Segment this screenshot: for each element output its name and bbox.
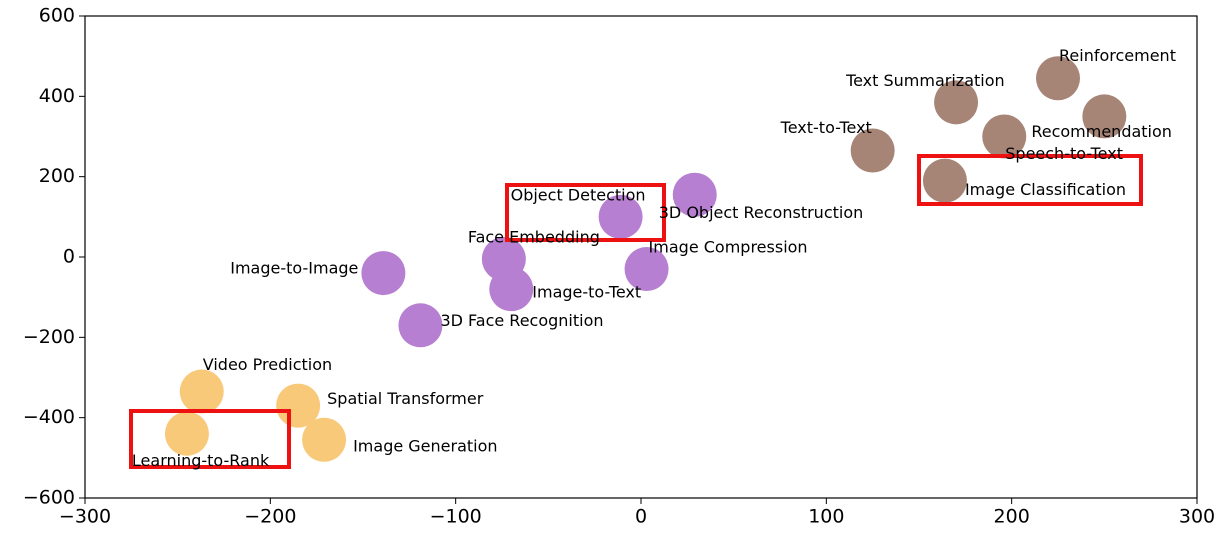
point: [598, 194, 643, 239]
point-label: Learning-to-Rank: [132, 451, 270, 470]
y-tick-label: 400: [39, 85, 75, 107]
point-label: Text Summarization: [845, 71, 1005, 90]
y-tick-label: 200: [39, 165, 75, 187]
highlight-box: [505, 183, 666, 242]
point: [1082, 94, 1127, 139]
point: [1036, 56, 1080, 101]
x-tick-label: −100: [430, 506, 482, 528]
highlight-box: [917, 154, 1143, 206]
x-tick-label: −300: [59, 506, 111, 528]
point-label: Image Generation: [353, 436, 497, 455]
point: [922, 158, 967, 203]
point: [361, 251, 406, 296]
y-tick-label: 0: [63, 246, 75, 268]
y-tick-label: 600: [39, 5, 75, 27]
highlight-box: [129, 409, 291, 469]
point-label: Text-to-Text: [780, 118, 872, 137]
point-label: Face Embedding: [468, 228, 600, 247]
point: [624, 247, 669, 292]
x-tick-label: 100: [808, 506, 844, 528]
point-label: Speech-to-Text: [1005, 144, 1123, 163]
x-tick-label: −200: [244, 506, 296, 528]
point-label: Reinforcement: [1059, 46, 1176, 65]
point-label: 3D Face Recognition: [440, 311, 603, 330]
point-label: Image Classification: [965, 180, 1126, 199]
x-tick-label: 200: [994, 506, 1030, 528]
point: [982, 114, 1027, 159]
point: [179, 369, 224, 414]
point-label: Spatial Transformer: [327, 389, 484, 408]
point: [672, 172, 717, 217]
point-label: Image-to-Text: [532, 283, 641, 302]
y-tick-label: −600: [23, 487, 75, 509]
point-label: Video Prediction: [203, 355, 332, 374]
point: [489, 267, 534, 312]
point-label: Recommendation: [1031, 122, 1172, 141]
x-tick-label: 300: [1179, 506, 1215, 528]
x-tick-label: 0: [635, 506, 647, 528]
point-label: Object Detection: [511, 185, 646, 204]
point-label: 3D Object Reconstruction: [659, 203, 864, 222]
y-tick-label: −200: [23, 326, 75, 348]
point: [398, 303, 443, 348]
y-tick-label: −400: [23, 406, 75, 428]
point: [934, 80, 979, 125]
point: [850, 128, 895, 173]
point: [164, 411, 209, 456]
point: [302, 417, 347, 462]
point-label: Image-to-Image: [230, 259, 358, 278]
point-label: Image Compression: [649, 238, 808, 257]
